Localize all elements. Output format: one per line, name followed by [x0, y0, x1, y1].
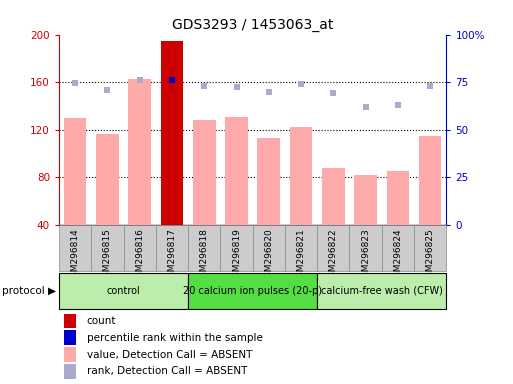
- Text: calcium-free wash (CFW): calcium-free wash (CFW): [321, 286, 443, 296]
- Bar: [64, 330, 75, 345]
- Text: value, Detection Call = ABSENT: value, Detection Call = ABSENT: [87, 349, 252, 360]
- Bar: [349, 225, 382, 271]
- Bar: [91, 225, 124, 271]
- Bar: [128, 78, 151, 225]
- Bar: [161, 40, 183, 225]
- Bar: [156, 225, 188, 271]
- Text: GSM296815: GSM296815: [103, 228, 112, 283]
- Text: GSM296825: GSM296825: [426, 228, 435, 283]
- Text: GSM296817: GSM296817: [167, 228, 176, 283]
- Bar: [64, 314, 75, 328]
- Text: GSM296816: GSM296816: [135, 228, 144, 283]
- Title: GDS3293 / 1453063_at: GDS3293 / 1453063_at: [172, 18, 333, 32]
- Text: GSM296820: GSM296820: [264, 228, 273, 283]
- Bar: [225, 116, 248, 225]
- Bar: [317, 225, 349, 271]
- Bar: [64, 118, 86, 225]
- Bar: [124, 225, 156, 271]
- Bar: [221, 225, 252, 271]
- Bar: [188, 225, 221, 271]
- Text: count: count: [87, 316, 116, 326]
- Text: 20 calcium ion pulses (20-p): 20 calcium ion pulses (20-p): [183, 286, 322, 296]
- Bar: [290, 127, 312, 225]
- Bar: [387, 171, 409, 225]
- Bar: [96, 134, 119, 225]
- Text: GSM296822: GSM296822: [329, 228, 338, 283]
- Bar: [59, 273, 188, 309]
- Text: protocol ▶: protocol ▶: [3, 286, 56, 296]
- Text: GSM296819: GSM296819: [232, 228, 241, 283]
- Bar: [419, 136, 442, 225]
- Bar: [285, 225, 317, 271]
- Text: GSM296814: GSM296814: [71, 228, 80, 283]
- Text: GSM296821: GSM296821: [297, 228, 306, 283]
- Bar: [258, 138, 280, 225]
- Text: rank, Detection Call = ABSENT: rank, Detection Call = ABSENT: [87, 366, 247, 376]
- Bar: [193, 120, 215, 225]
- Bar: [59, 225, 91, 271]
- Text: GSM296824: GSM296824: [393, 228, 402, 283]
- Bar: [382, 225, 414, 271]
- Bar: [322, 168, 345, 225]
- Bar: [414, 225, 446, 271]
- Bar: [354, 175, 377, 225]
- Text: GSM296823: GSM296823: [361, 228, 370, 283]
- Bar: [252, 225, 285, 271]
- Text: GSM296818: GSM296818: [200, 228, 209, 283]
- Bar: [64, 364, 75, 379]
- Bar: [188, 273, 317, 309]
- Bar: [317, 273, 446, 309]
- Text: percentile rank within the sample: percentile rank within the sample: [87, 333, 263, 343]
- Text: control: control: [107, 286, 141, 296]
- Bar: [64, 347, 75, 362]
